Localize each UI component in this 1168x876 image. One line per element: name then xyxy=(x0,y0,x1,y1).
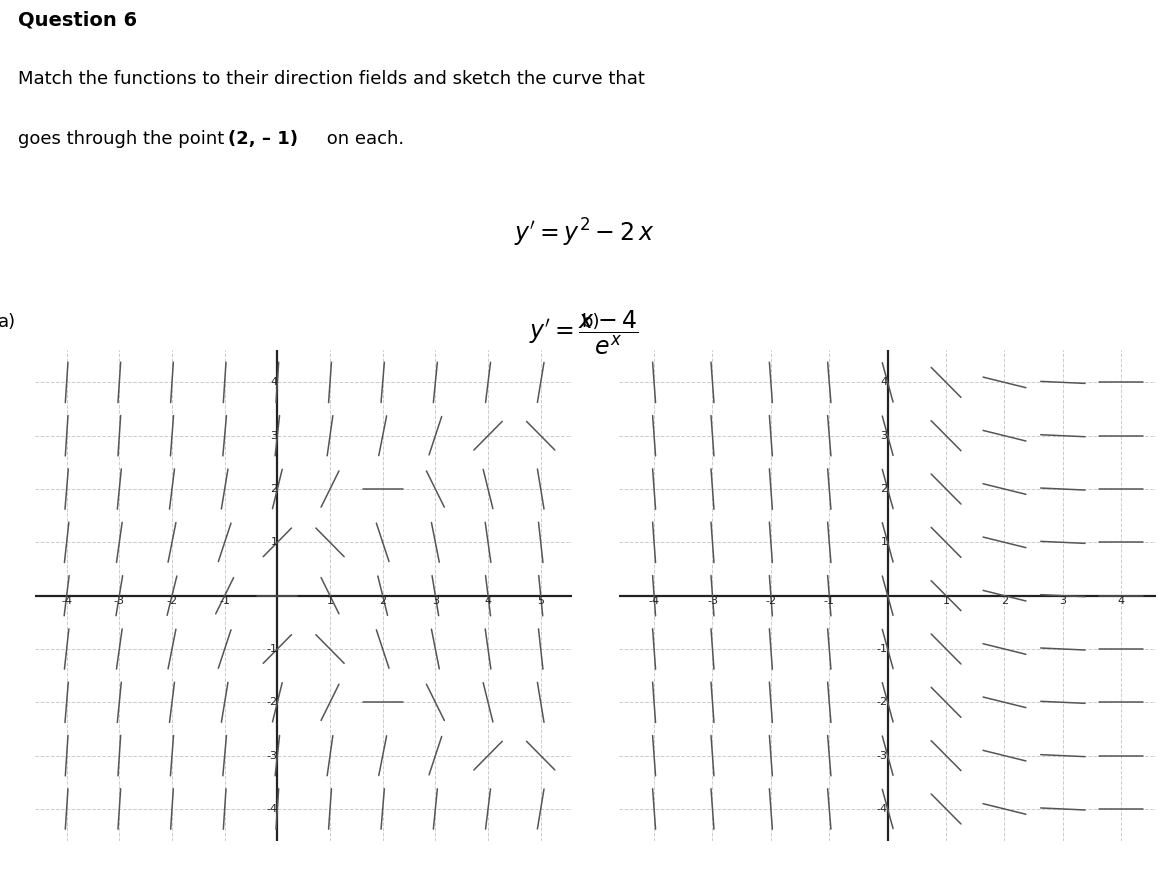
Text: 2: 2 xyxy=(1001,596,1008,605)
Text: Match the functions to their direction fields and sketch the curve that: Match the functions to their direction f… xyxy=(18,70,645,88)
Text: on each.: on each. xyxy=(321,130,404,148)
Text: 4: 4 xyxy=(485,596,492,605)
Text: -3: -3 xyxy=(266,751,277,760)
Text: b): b) xyxy=(582,313,600,331)
Text: 4: 4 xyxy=(881,378,888,387)
Text: 3: 3 xyxy=(881,431,888,441)
Text: 2: 2 xyxy=(380,596,387,605)
Text: 1: 1 xyxy=(943,596,950,605)
Text: -2: -2 xyxy=(765,596,777,605)
Text: -4: -4 xyxy=(61,596,72,605)
Text: (2, – 1): (2, – 1) xyxy=(228,130,298,148)
Text: -2: -2 xyxy=(876,697,888,707)
Text: $y' = \dfrac{x - 4}{e^x}$: $y' = \dfrac{x - 4}{e^x}$ xyxy=(529,308,639,357)
Text: -1: -1 xyxy=(266,644,277,654)
Text: -3: -3 xyxy=(707,596,718,605)
Text: -4: -4 xyxy=(648,596,660,605)
Text: -4: -4 xyxy=(266,804,277,814)
Text: 1: 1 xyxy=(327,596,334,605)
Text: 5: 5 xyxy=(537,596,544,605)
Text: $y' = y^2 - 2\,x$: $y' = y^2 - 2\,x$ xyxy=(514,217,654,250)
Text: 4: 4 xyxy=(1118,596,1125,605)
Text: 1: 1 xyxy=(881,537,888,548)
Text: 3: 3 xyxy=(1059,596,1066,605)
Text: -1: -1 xyxy=(877,644,888,654)
Text: 1: 1 xyxy=(270,537,277,548)
Text: a): a) xyxy=(0,313,15,331)
Text: -1: -1 xyxy=(823,596,835,605)
Text: -4: -4 xyxy=(876,804,888,814)
Text: 3: 3 xyxy=(270,431,277,441)
Text: 4: 4 xyxy=(270,378,277,387)
Text: 3: 3 xyxy=(432,596,439,605)
Text: -2: -2 xyxy=(166,596,178,605)
Text: Question 6: Question 6 xyxy=(18,11,137,30)
Text: 2: 2 xyxy=(881,484,888,494)
Text: goes through the point: goes through the point xyxy=(18,130,230,148)
Text: 2: 2 xyxy=(270,484,277,494)
Text: -2: -2 xyxy=(266,697,277,707)
Text: -3: -3 xyxy=(113,596,125,605)
Text: -1: -1 xyxy=(220,596,230,605)
Text: -3: -3 xyxy=(877,751,888,760)
